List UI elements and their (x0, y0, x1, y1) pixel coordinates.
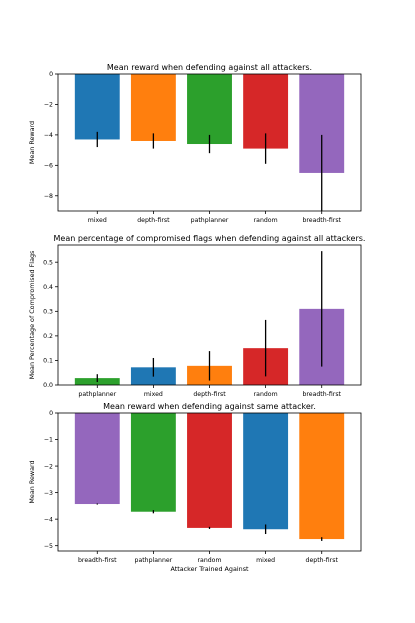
x-tick-label: mixed (256, 557, 275, 564)
y-tick-label: 0 (49, 410, 53, 417)
x-tick-label: pathplanner (135, 557, 173, 564)
y-tick-label: −2 (44, 463, 53, 470)
bar-mixed (243, 413, 289, 530)
y-tick-label: 0 (49, 71, 53, 78)
x-tick-label: depth-first (137, 217, 170, 224)
x-tick-label: mixed (144, 391, 163, 398)
x-tick-label: pathplanner (78, 391, 116, 398)
y-tick-label: −5 (44, 543, 53, 550)
y-tick-label: −1 (44, 437, 53, 444)
bar-mixed (74, 74, 120, 140)
chart-title: Mean reward when defending against same … (103, 402, 316, 411)
y-tick-label: −4 (44, 132, 53, 139)
x-tick-label: random (198, 557, 222, 564)
y-tick-label: −4 (44, 516, 53, 523)
y-tick-label: 0.0 (43, 382, 53, 389)
x-tick-label: pathplanner (191, 217, 229, 224)
y-axis-label: Mean Percentage of Compromised Flags (28, 250, 36, 379)
bar-depth-first (299, 413, 345, 540)
x-tick-label: depth-first (193, 391, 226, 398)
y-tick-label: 0.4 (43, 284, 53, 291)
y-tick-label: −6 (44, 163, 53, 170)
y-tick-label: 0.3 (43, 309, 53, 316)
x-tick-label: breadth-first (302, 391, 341, 398)
chart-title: Mean percentage of compromised flags whe… (54, 234, 366, 243)
y-tick-label: 0.2 (43, 333, 53, 340)
x-axis-label: Attacker Trained Against (170, 565, 249, 573)
y-axis-label: Mean Reward (28, 460, 36, 503)
bar-random (187, 413, 232, 528)
y-tick-label: −2 (44, 102, 53, 109)
bar-pathplanner (187, 74, 232, 145)
x-tick-label: depth-first (306, 557, 339, 564)
y-tick-label: 0.5 (43, 259, 53, 266)
y-tick-label: −3 (44, 490, 53, 497)
y-tick-label: 0.1 (43, 358, 53, 365)
x-tick-label: random (254, 217, 278, 224)
y-tick-label: −8 (44, 193, 53, 200)
chart-title: Mean reward when defending against all a… (107, 63, 312, 72)
bar-pathplanner (130, 413, 176, 512)
x-tick-label: breadth-first (302, 217, 341, 224)
bar-depth-first (130, 74, 176, 141)
bar-breadth-first (74, 413, 120, 505)
x-tick-label: breadth-first (78, 557, 117, 564)
x-tick-label: random (254, 391, 278, 398)
y-axis-label: Mean Reward (28, 121, 36, 164)
x-tick-label: mixed (88, 217, 107, 224)
